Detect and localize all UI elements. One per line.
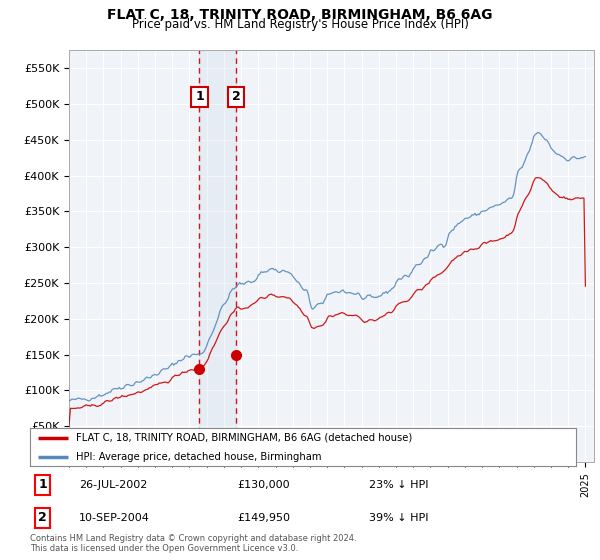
Text: 1: 1 [38,478,47,492]
Bar [199,50,236,462]
Text: 39% ↓ HPI: 39% ↓ HPI [368,513,428,523]
Text: 23% ↓ HPI: 23% ↓ HPI [368,480,428,490]
Text: FLAT C, 18, TRINITY ROAD, BIRMINGHAM, B6 6AG: FLAT C, 18, TRINITY ROAD, BIRMINGHAM, B6… [107,8,493,22]
Text: £130,000: £130,000 [238,480,290,490]
Text: 2: 2 [232,90,241,104]
Text: 1: 1 [195,90,204,104]
Text: 26-JUL-2002: 26-JUL-2002 [79,480,148,490]
Text: FLAT C, 18, TRINITY ROAD, BIRMINGHAM, B6 6AG (detached house): FLAT C, 18, TRINITY ROAD, BIRMINGHAM, B6… [76,433,413,443]
Text: Contains HM Land Registry data © Crown copyright and database right 2024.
This d: Contains HM Land Registry data © Crown c… [30,534,356,553]
Text: £149,950: £149,950 [238,513,290,523]
Text: 2: 2 [38,511,47,524]
Text: HPI: Average price, detached house, Birmingham: HPI: Average price, detached house, Birm… [76,452,322,462]
Text: Price paid vs. HM Land Registry's House Price Index (HPI): Price paid vs. HM Land Registry's House … [131,18,469,31]
Text: 10-SEP-2004: 10-SEP-2004 [79,513,150,523]
